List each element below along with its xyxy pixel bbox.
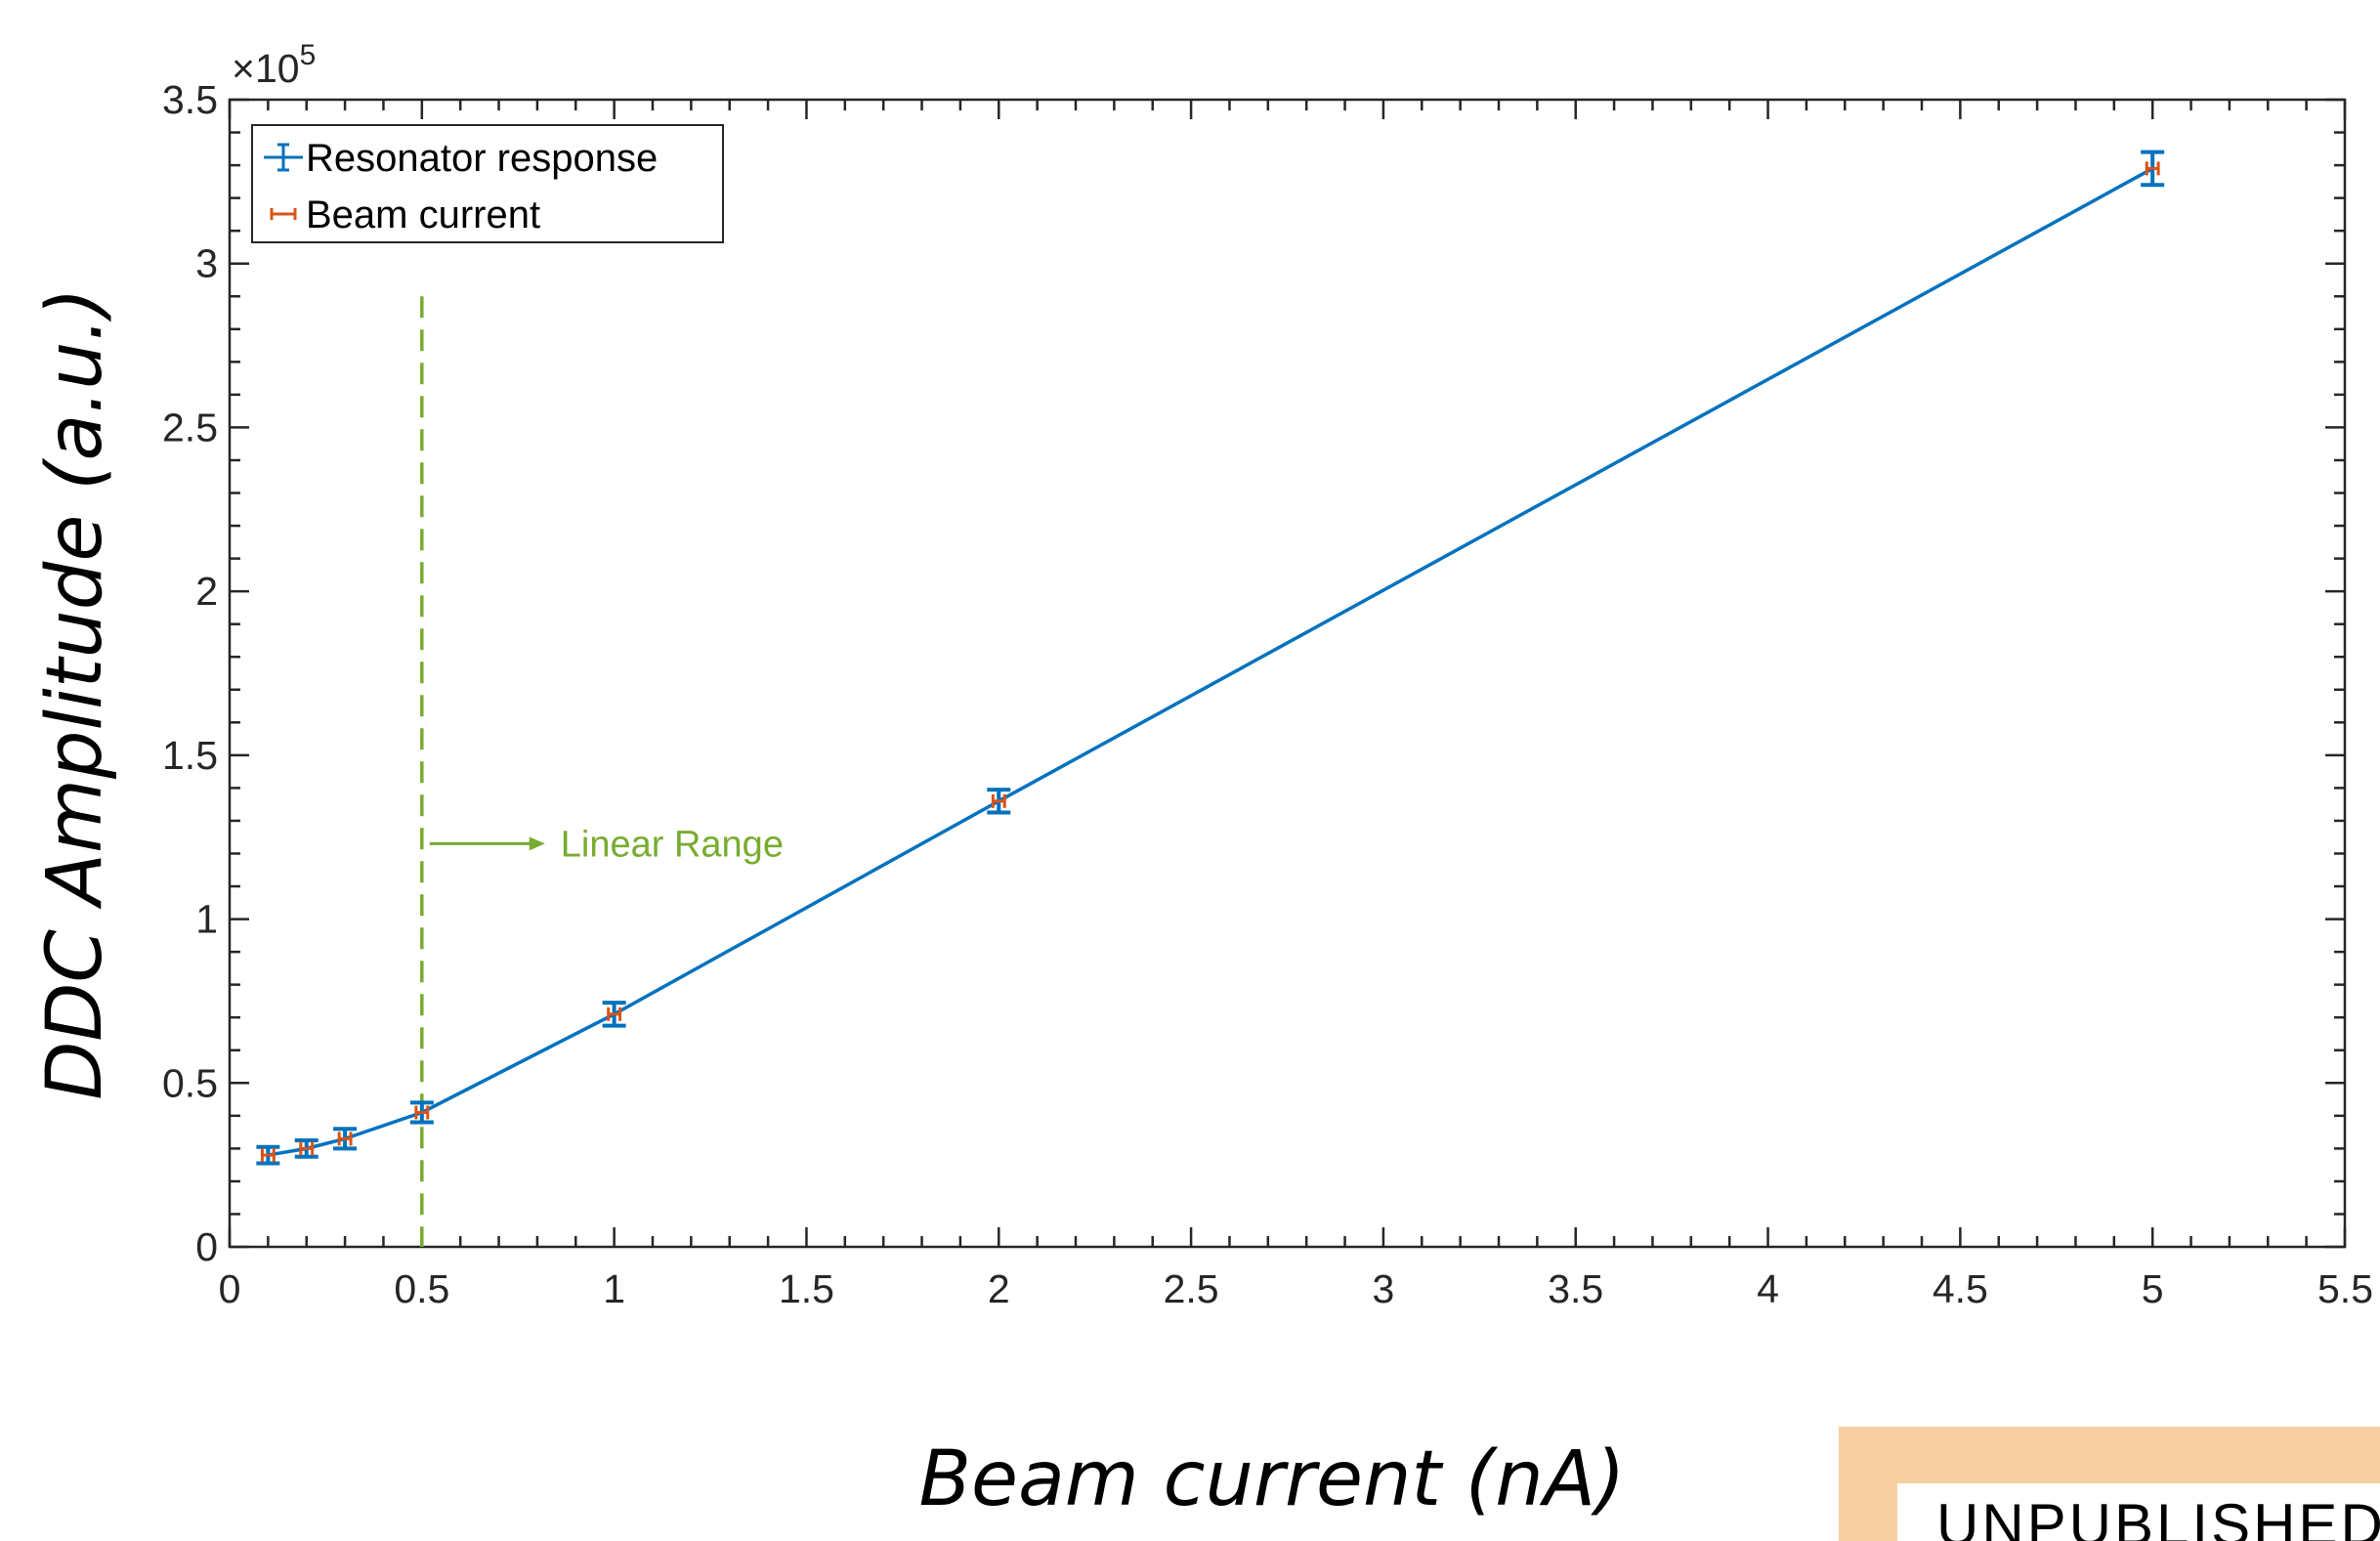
y-tick-label: 0	[195, 1224, 218, 1269]
legend: Resonator response Beam current	[251, 124, 724, 243]
y-axis-title: DDC Amplitude (a.u.)	[31, 287, 119, 1100]
x-tick-label: 0.5	[394, 1266, 449, 1311]
y-multiplier-label: ×105	[232, 39, 316, 91]
series-line	[268, 166, 2154, 1157]
x-tick-label: 3	[1373, 1266, 1395, 1311]
x-tick-labels: 0 0.5 1 1.5 2 2.5 3 3.5 4 4.5 5 5.5	[219, 1266, 2373, 1311]
x-tick-label: 4	[1757, 1266, 1779, 1311]
y-tick-label: 0.5	[162, 1060, 218, 1105]
resonator-response-line	[268, 166, 2154, 1157]
y-tick-label: 1	[195, 897, 218, 942]
linear-range-label: Linear Range	[561, 824, 784, 865]
x-tick-label: 2.5	[1164, 1266, 1219, 1311]
annotations: Linear Range	[420, 296, 784, 1247]
y-tick-label: 2.5	[162, 405, 218, 449]
x-tick-label: 5	[2142, 1266, 2164, 1311]
x-tick-label: 3.5	[1548, 1266, 1603, 1311]
y-tick-label: 3	[195, 241, 218, 286]
y-tick-labels: 0 0.5 1 1.5 2 2.5 3 3.5	[162, 77, 218, 1269]
plot-frame	[228, 98, 2347, 1249]
x-axis-title: Beam current (nA)	[919, 1435, 1626, 1523]
x-tick-label: 2	[988, 1266, 1010, 1311]
legend-resonator-label: Resonator response	[306, 137, 658, 180]
axis-ticks	[228, 98, 2347, 1249]
x-tick-label: 4.5	[1933, 1266, 1988, 1311]
x-tick-label: 1.5	[779, 1266, 834, 1311]
plot-area-border	[228, 98, 2347, 1249]
unpublished-badge: UNPUBLISHED	[1839, 1427, 2380, 1541]
x-tick-label: 0	[219, 1266, 241, 1311]
badge-text: UNPUBLISHED	[1936, 1492, 2380, 1541]
legend-box	[251, 124, 724, 243]
y-tick-label: 3.5	[162, 77, 218, 122]
badge-inner: UNPUBLISHED	[1897, 1483, 2380, 1541]
linear-range-arrowhead	[529, 836, 545, 851]
x-tick-label: 1	[603, 1266, 625, 1311]
legend-beam-label: Beam current	[306, 193, 540, 236]
error-bars	[256, 150, 2165, 1166]
y-tick-label: 2	[195, 569, 218, 614]
x-tick-label: 5.5	[2317, 1266, 2373, 1311]
y-tick-label: 1.5	[162, 733, 218, 778]
